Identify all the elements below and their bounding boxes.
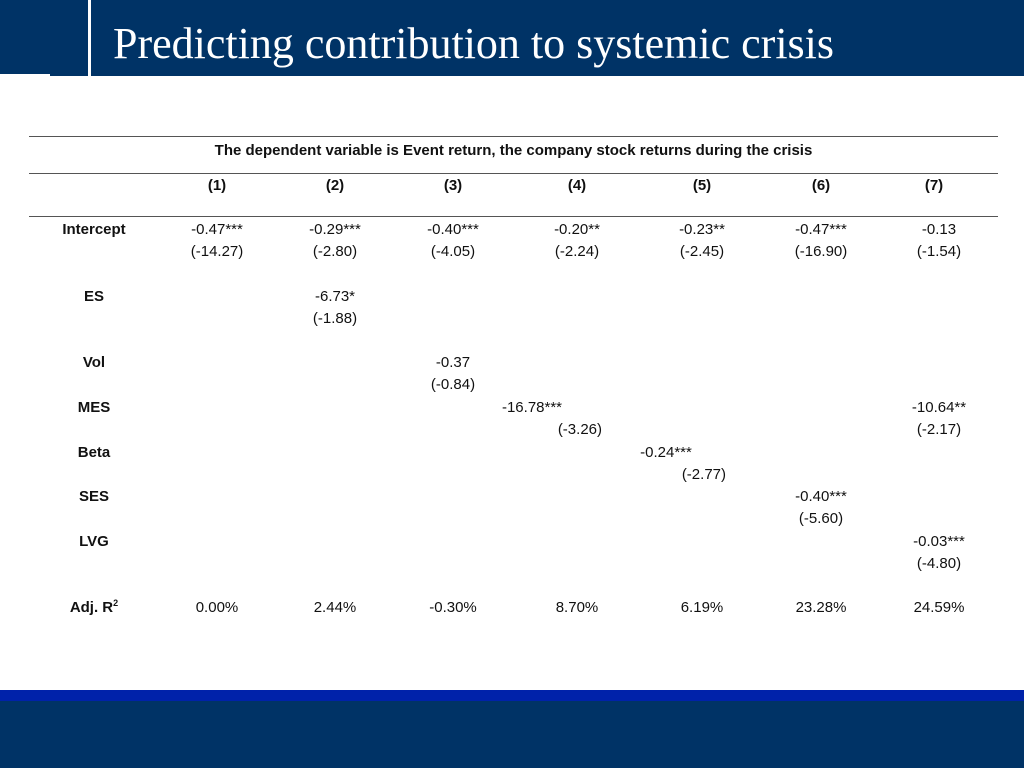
cell-intercept-coef-2: -0.29*** [309, 221, 361, 238]
cell-es-coef-2: -6.73* [314, 288, 356, 305]
adj-r2-label-text: Adj. R [69, 599, 114, 616]
adj-r2-superscript: 2 [113, 598, 119, 608]
cell-ses-t-6: (-5.60) [798, 510, 844, 527]
cell-es-t-2: (-1.88) [312, 310, 358, 327]
cell-vol-coef-3: -0.37 [435, 354, 471, 371]
row-label-es: ES [83, 288, 104, 305]
slide-title: Predicting contribution to systemic cris… [113, 19, 835, 68]
cell-mes-coef-7: -10.64** [911, 399, 967, 416]
cell-ses-coef-6: -0.40*** [795, 488, 847, 505]
cell-mes-t-4: (-3.26) [557, 421, 602, 438]
cell-adj-r2-7: 24.59% [913, 599, 965, 616]
cell-lvg-t-7: (-4.80) [916, 555, 962, 572]
column-header-5: (5) [692, 177, 712, 194]
row-label-intercept: Intercept [62, 221, 126, 238]
cell-intercept-t-3: (-4.05) [430, 243, 476, 260]
column-header-3: (3) [443, 177, 463, 194]
cell-intercept-t-2: (-2.80) [312, 243, 358, 260]
column-header-7: (7) [924, 177, 944, 194]
cell-intercept-coef-4: -0.20** [554, 221, 600, 238]
row-label-adj-r2: Adj. R2 [29, 597, 159, 619]
cell-intercept-t-1: (-14.27) [190, 243, 244, 260]
cell-adj-r2-3: -0.30% [429, 599, 477, 616]
cell-adj-r2-1: 0.00% [195, 599, 239, 616]
cell-intercept-t-5: (-2.45) [679, 243, 725, 260]
cell-intercept-coef-6: -0.47*** [795, 221, 847, 238]
table-caption: The dependent variable is Event return, … [29, 136, 998, 174]
cell-adj-r2-4: 8.70% [555, 599, 599, 616]
header-accent-stripe [0, 74, 50, 77]
row-label-lvg: LVG [79, 533, 109, 550]
cell-mes-coef-4: -16.78*** [501, 399, 563, 416]
footer-bar [0, 701, 1024, 768]
cell-intercept-coef-5: -0.23** [679, 221, 725, 238]
footer-accent-bar [0, 690, 1024, 701]
cell-adj-r2-5: 6.19% [680, 599, 724, 616]
column-header-4: (4) [567, 177, 587, 194]
cell-intercept-coef-3: -0.40*** [427, 221, 479, 238]
cell-adj-r2-2: 2.44% [313, 599, 357, 616]
row-label-beta: Beta [77, 444, 111, 461]
column-header-6: (6) [811, 177, 831, 194]
header-bar [0, 0, 1024, 76]
row-label-mes: MES [77, 399, 111, 416]
row-label-ses: SES [78, 488, 109, 505]
cell-intercept-t-7: (-1.54) [916, 243, 962, 260]
column-header-row: (1) (2) (3) (4) (5) (6) (7) [29, 173, 998, 217]
cell-vol-t-3: (-0.84) [430, 376, 476, 393]
cell-mes-t-7: (-2.17) [916, 421, 962, 438]
header-divider-line [88, 0, 91, 76]
cell-beta-coef-5: -0.24*** [640, 444, 692, 461]
cell-lvg-coef-7: -0.03*** [913, 533, 965, 550]
cell-intercept-coef-7: -0.13 [921, 221, 957, 238]
column-header-2: (2) [325, 177, 345, 194]
cell-intercept-t-4: (-2.24) [554, 243, 600, 260]
row-label-vol: Vol [82, 354, 106, 371]
column-header-1: (1) [207, 177, 227, 194]
cell-beta-t-5: (-2.77) [681, 466, 726, 483]
cell-intercept-t-6: (-16.90) [794, 243, 848, 260]
cell-intercept-coef-1: -0.47*** [191, 221, 243, 238]
cell-adj-r2-6: 23.28% [795, 599, 847, 616]
